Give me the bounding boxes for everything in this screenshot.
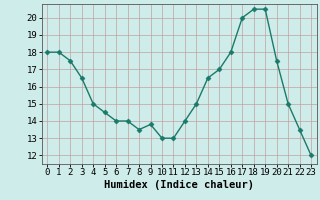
X-axis label: Humidex (Indice chaleur): Humidex (Indice chaleur) xyxy=(104,180,254,190)
